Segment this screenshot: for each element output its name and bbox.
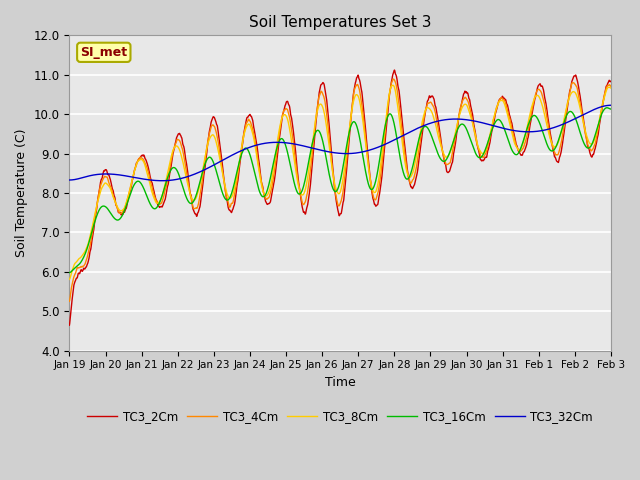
- TC3_2Cm: [356, 77, 364, 83]
- Text: SI_met: SI_met: [80, 46, 127, 59]
- Line: TC3_32Cm: TC3_32Cm: [69, 105, 611, 181]
- Line: TC3_8Cm: TC3_8Cm: [69, 85, 611, 279]
- TC3_32Cm: [356, 150, 364, 156]
- TC3_16Cm: [559, 122, 567, 128]
- TC3_4Cm: [390, 76, 397, 82]
- TC3_8Cm: [498, 97, 506, 103]
- TC3_8Cm: [367, 183, 375, 189]
- Line: TC3_4Cm: TC3_4Cm: [69, 79, 611, 301]
- TC3_8Cm: [607, 85, 615, 91]
- TC3_4Cm: [607, 84, 615, 89]
- TC3_16Cm: [574, 123, 582, 129]
- TC3_16Cm: [603, 105, 611, 110]
- TC3_16Cm: [65, 270, 73, 276]
- TC3_32Cm: [559, 121, 567, 127]
- TC3_4Cm: [559, 128, 567, 134]
- TC3_2Cm: [216, 146, 224, 152]
- TC3_2Cm: [575, 83, 582, 88]
- TC3_16Cm: [367, 187, 375, 192]
- TC3_2Cm: [607, 78, 615, 84]
- TC3_32Cm: [498, 125, 506, 131]
- TC3_4Cm: [575, 91, 582, 97]
- TC3_4Cm: [498, 95, 506, 101]
- TC3_8Cm: [356, 98, 364, 104]
- Line: TC3_2Cm: TC3_2Cm: [69, 70, 611, 325]
- TC3_32Cm: [575, 114, 582, 120]
- TC3_4Cm: [65, 299, 73, 304]
- TC3_16Cm: [607, 106, 615, 112]
- X-axis label: Time: Time: [324, 376, 356, 389]
- TC3_32Cm: [368, 146, 376, 152]
- TC3_8Cm: [216, 158, 224, 164]
- TC3_16Cm: [356, 135, 364, 141]
- TC3_2Cm: [498, 95, 506, 101]
- TC3_8Cm: [389, 83, 397, 88]
- TC3_4Cm: [216, 154, 224, 160]
- TC3_32Cm: [65, 177, 73, 183]
- TC3_4Cm: [367, 185, 375, 191]
- TC3_2Cm: [65, 322, 73, 328]
- TC3_16Cm: [216, 183, 224, 189]
- Legend: TC3_2Cm, TC3_4Cm, TC3_8Cm, TC3_16Cm, TC3_32Cm: TC3_2Cm, TC3_4Cm, TC3_8Cm, TC3_16Cm, TC3…: [83, 405, 598, 428]
- TC3_2Cm: [390, 67, 398, 73]
- TC3_2Cm: [367, 185, 375, 191]
- TC3_8Cm: [65, 276, 73, 282]
- TC3_8Cm: [559, 120, 567, 126]
- Title: Soil Temperatures Set 3: Soil Temperatures Set 3: [249, 15, 431, 30]
- TC3_2Cm: [559, 135, 567, 141]
- TC3_32Cm: [217, 158, 225, 164]
- Y-axis label: Soil Temperature (C): Soil Temperature (C): [15, 129, 28, 257]
- TC3_32Cm: [607, 102, 615, 108]
- TC3_16Cm: [497, 120, 505, 125]
- TC3_32Cm: [158, 178, 166, 184]
- TC3_4Cm: [356, 88, 364, 94]
- Line: TC3_16Cm: TC3_16Cm: [69, 108, 611, 273]
- TC3_8Cm: [575, 98, 582, 104]
